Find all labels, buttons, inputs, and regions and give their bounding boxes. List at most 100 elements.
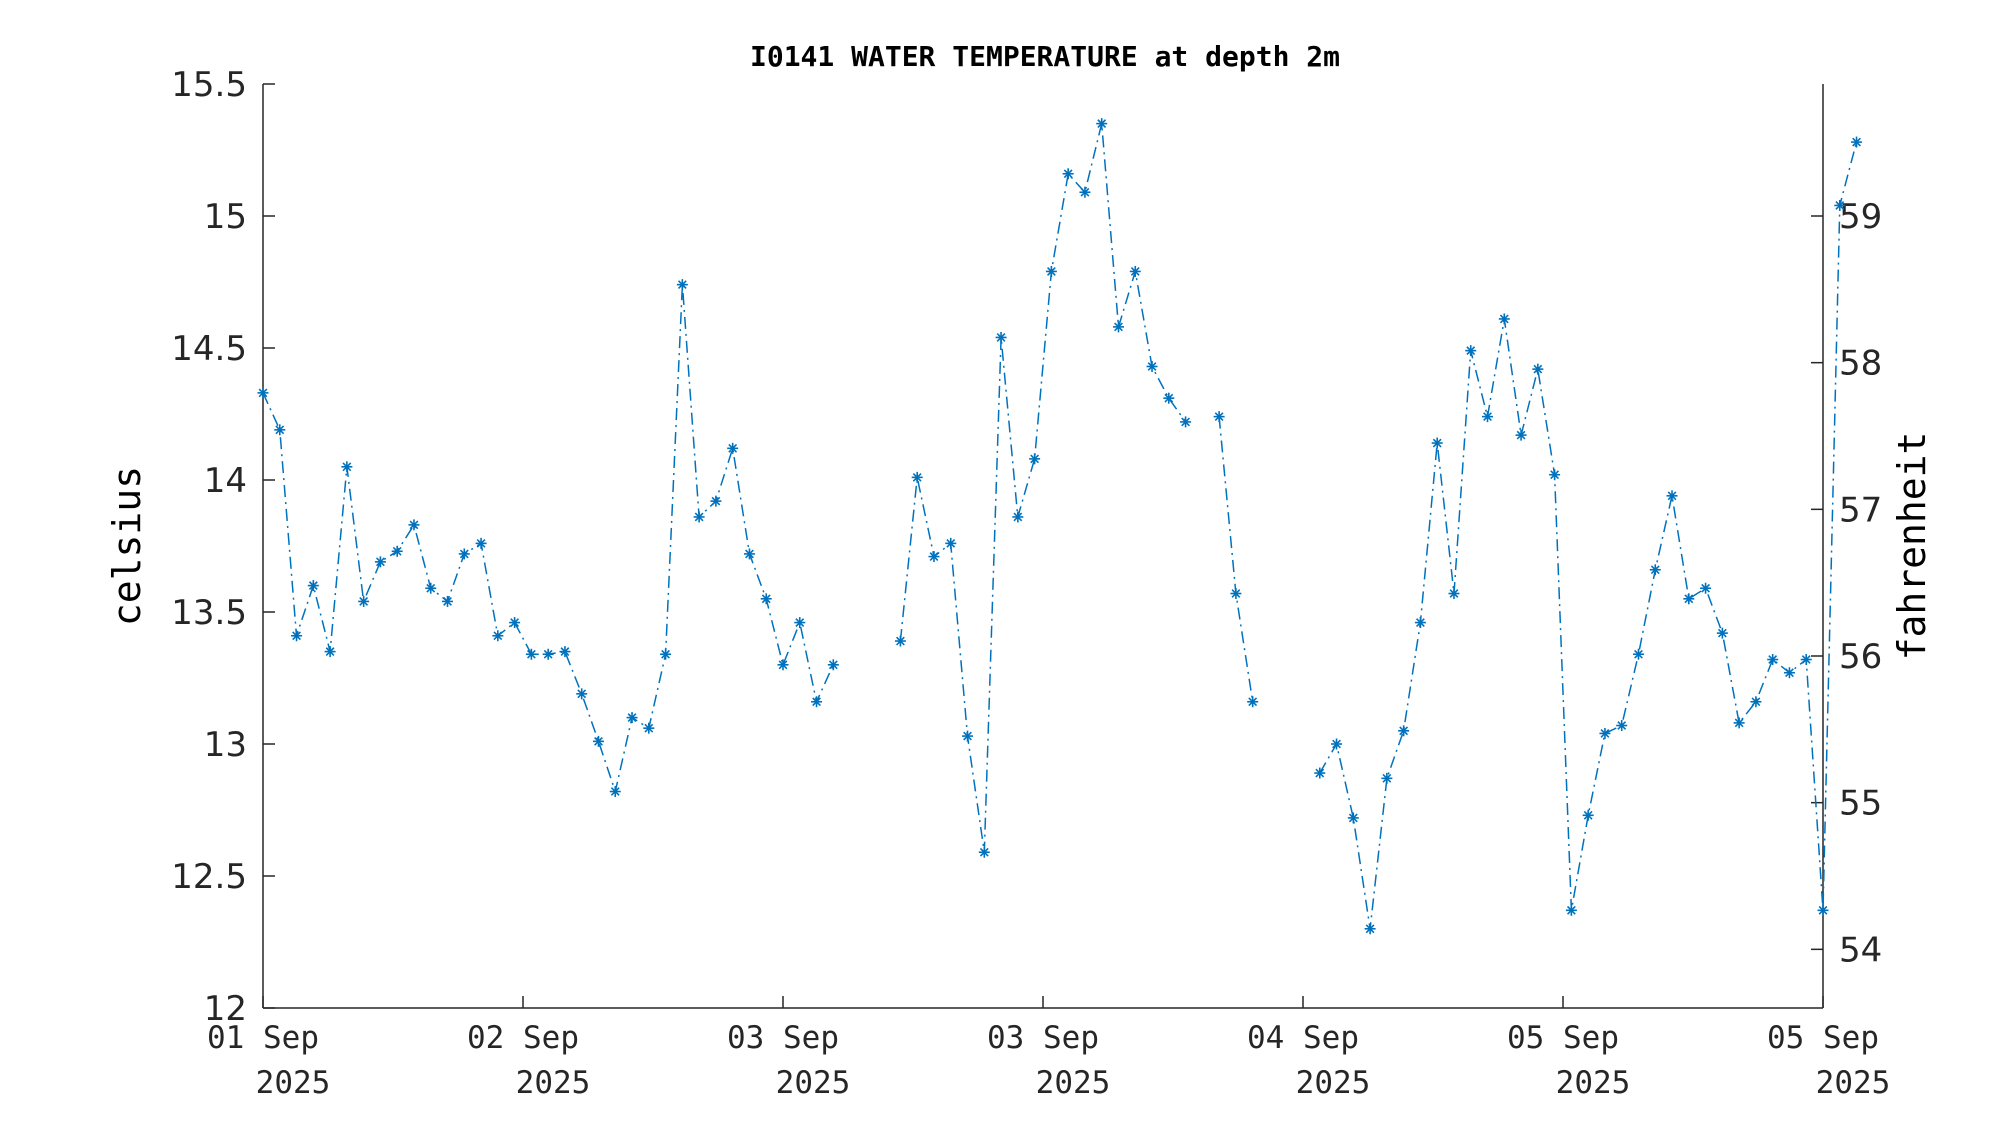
data-point [1767,654,1779,666]
data-point [475,537,487,549]
x-tick-day-label: 05 Sep [1507,1020,1619,1056]
data-point [1062,168,1074,180]
data-point [1834,199,1846,211]
data-point [1750,696,1762,708]
data-point [827,659,839,671]
data-point [777,659,789,671]
data-point [425,582,437,594]
data-point [1347,812,1359,824]
data-point [911,471,923,483]
data-point [1733,717,1745,729]
data-point [643,722,655,734]
temperature-series [257,118,1863,935]
x-tick-year-label: 2025 [1816,1065,1891,1101]
data-point [710,495,722,507]
y2-tick-label: 56 [1839,637,1882,677]
data-point [1180,416,1192,428]
data-point [391,545,403,557]
data-point [1045,265,1057,277]
y-tick-label: 14 [204,461,247,501]
data-point [743,548,755,560]
data-point [1381,772,1393,784]
y-tick-label: 13 [204,725,247,765]
data-point [1716,627,1728,639]
x-tick-day-label: 03 Sep [727,1020,839,1056]
y-tick-label: 12.5 [171,857,247,897]
left-y-ticks: 15.5 15 14.5 14 13.5 13 12.5 12 [171,65,275,1029]
data-point [978,846,990,858]
data-point [1331,738,1343,750]
data-point [257,387,269,399]
chart-title: I0141 WATER TEMPERATURE at depth 2m [750,40,1340,73]
data-point [307,580,319,592]
data-point [1314,767,1326,779]
data-point [995,331,1007,343]
x-tick-year-label: 2025 [256,1065,331,1101]
data-point [408,519,420,531]
data-point [374,556,386,568]
data-point [928,551,940,563]
data-point [1146,360,1158,372]
data-point [1532,363,1544,375]
data-point [1549,469,1561,481]
data-point [1683,593,1695,605]
x-tick-day-label: 02 Sep [467,1020,579,1056]
data-point [1616,720,1628,732]
y-tick-label: 14.5 [171,329,247,369]
data-point [945,537,957,549]
y2-tick-label: 59 [1839,197,1882,237]
data-point [811,696,823,708]
series-line [899,123,1187,853]
data-point [274,424,286,436]
x-tick-year-label: 2025 [516,1065,591,1101]
data-point [576,688,588,700]
data-point [1783,667,1795,679]
data-point [1230,588,1242,600]
x-tick-year-label: 2025 [776,1065,851,1101]
data-point [1163,392,1175,404]
data-point [1398,725,1410,737]
x-tick-day-label: 05 Sep [1767,1020,1879,1056]
data-point [693,511,705,523]
data-point [727,442,739,454]
data-point [1247,696,1259,708]
y-tick-label: 12 [204,989,247,1029]
y-tick-label: 13.5 [171,593,247,633]
data-point [1364,923,1376,935]
data-point [676,279,688,291]
data-point [1565,904,1577,916]
right-y-ticks: 59 58 57 56 55 54 [1811,197,1882,970]
data-point [592,735,604,747]
data-point [1213,411,1225,423]
data-point [962,730,974,742]
y2-tick-label: 57 [1839,490,1882,530]
data-point [341,461,353,473]
y-axis-label: celsius [105,466,149,626]
y2-tick-label: 58 [1839,344,1882,384]
data-point [1482,411,1494,423]
data-point [1448,588,1460,600]
data-point [1079,186,1091,198]
data-point [542,648,554,660]
y2-axis-label: fahrenheit [1890,432,1934,661]
y-tick-label: 15.5 [171,65,247,105]
data-point [1012,511,1024,523]
x-tick-day-label: 04 Sep [1247,1020,1359,1056]
data-point [291,630,303,642]
data-point [1129,265,1141,277]
data-point [1515,429,1527,441]
data-point [1800,654,1812,666]
data-point [1112,321,1124,333]
data-point [1431,437,1443,449]
data-point [1649,564,1661,576]
x-tick-day-label: 03 Sep [987,1020,1099,1056]
plot-frame [263,84,1823,1008]
data-point [1498,313,1510,325]
x-tick-year-label: 2025 [1036,1065,1111,1101]
data-point [1465,345,1477,357]
data-point [492,630,504,642]
data-point [1599,727,1611,739]
data-point [1029,453,1041,465]
y-tick-label: 15 [204,197,247,237]
